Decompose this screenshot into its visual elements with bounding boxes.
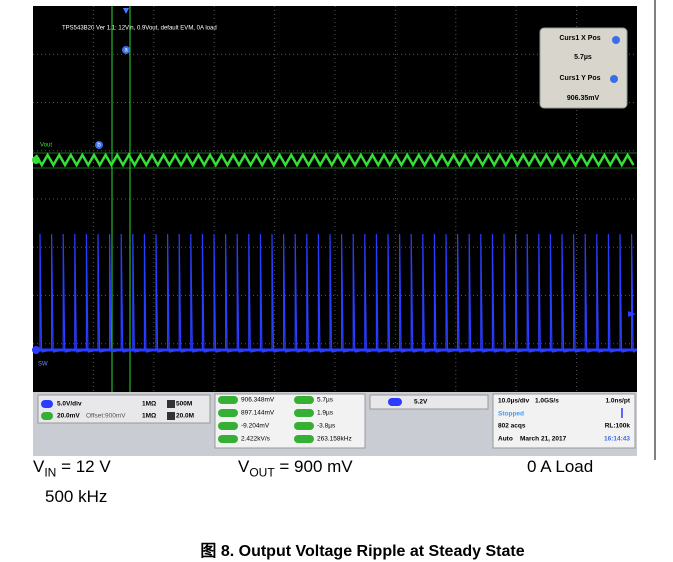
timebase-resolution: 1.0ns/pt [605,398,630,405]
vout-label: Vout [40,143,52,149]
bw-icon [167,412,175,420]
channel-bandwidth: 500M [176,401,192,408]
header: TPS543B20 Ver 1.1: 12Vin, 0.9Vout, defau… [62,26,217,32]
measure-value: 1.9µs [317,410,334,417]
vin-v: V [33,457,44,476]
channel-pill [41,412,53,420]
timebase-status: Stopped [498,411,524,418]
trigger-level-text: 5.2V [414,399,428,406]
measure-pill [294,409,314,417]
cursor-y-label: Curs1 Y Pos [560,75,601,82]
timebase-scale: 10.0µs/div [498,398,530,405]
load-caption: 0 A Load [527,457,593,477]
cursor-x-label: Curs1 X Pos [559,35,600,42]
timebase-record: RL:100k [605,423,631,430]
vin-caption: VIN = 12 V [33,457,111,479]
vout-caption: VOUT = 900 mV [238,457,353,479]
channel-impedance: 1MΩ [142,401,156,408]
ch2-marker [32,156,40,164]
freq-caption: 500 kHz [45,487,107,507]
trigger-pill [388,398,402,406]
badge [610,75,618,83]
channel-impedance: 1MΩ [142,413,156,420]
vout-rest: = 900 mV [275,457,353,476]
measure-value: 263.158kHz [317,436,352,443]
trigger-panel [370,395,488,409]
cursor-x-value: 5.7µs [574,54,592,61]
channel-pill [41,400,53,408]
timebase-rate: 1.0GS/s [535,398,559,405]
timebase-date: March 21, 2017 [520,436,567,443]
channel-scale: 5.0V/div [57,401,82,408]
channel-offset: Offset:900mV [86,413,126,420]
page: TPS543B20 Ver 1.1: 12Vin, 0.9Vout, defau… [0,0,673,562]
measure-pill [294,435,314,443]
timebase-acqs: 802 acqs [498,423,526,430]
vout-v: V [238,457,249,476]
figure-caption: 图 8. Output Voltage Ripple at Steady Sta… [0,537,655,561]
timebase-mode: Auto [498,436,513,443]
measure-pill [294,396,314,404]
vin-sub: IN [44,465,56,479]
measure-pill [218,396,238,404]
vin-rest: = 12 V [56,457,110,476]
badge [612,36,620,44]
bw-icon [167,400,175,408]
channel-scale: 20.0mV [57,413,80,420]
measure-pill [294,422,314,430]
sw-label: SW [38,362,48,368]
channel-bandwidth: 20.0M [176,413,194,420]
measure-pill [218,422,238,430]
cursor-y-value: 906.35mV [567,95,600,102]
ch1-marker [32,346,40,354]
timebase-time: 16:14:43 [604,436,630,443]
measure-value: -9.204mV [241,423,270,430]
measure-pill [218,435,238,443]
measure-pill [218,409,238,417]
measure-value: 5.7µs [317,397,334,404]
vout-sub: OUT [249,465,274,479]
measure-value: 906.348mV [241,397,275,404]
scope-screenshot: TPS543B20 Ver 1.1: 12Vin, 0.9Vout, defau… [0,0,673,460]
measure-value: -3.8µs [317,423,336,430]
measure-value: 2.422kV/s [241,436,271,443]
measure-value: 897.144mV [241,410,275,417]
